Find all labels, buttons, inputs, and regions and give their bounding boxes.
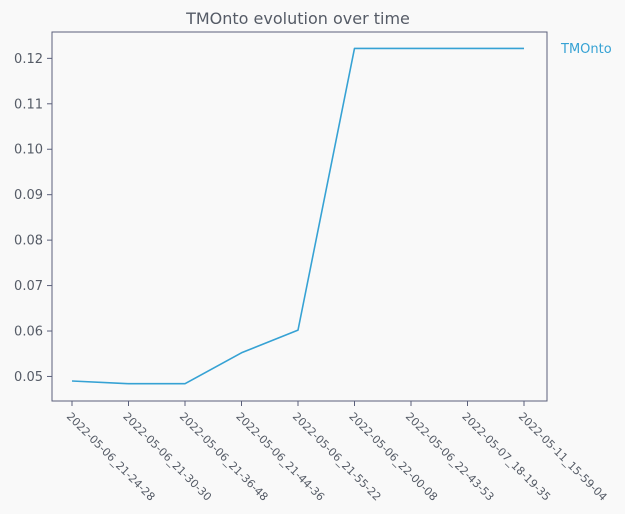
plot-area [51, 31, 548, 402]
series-line-tmonto [71, 47, 524, 385]
y-tick-label: 0.11 [14, 97, 43, 112]
y-tick-label: 0.09 [14, 188, 43, 203]
x-axis: 2022-05-06_21-24-282022-05-06_21-30-3020… [64, 401, 609, 504]
y-tick-label: 0.08 [14, 234, 43, 249]
y-axis: 0.05 0.06 0.07 0.08 0.09 0.10 0.11 0.12 [14, 52, 52, 385]
legend-label-tmonto: TMOnto [560, 42, 612, 57]
y-tick-label: 0.05 [14, 370, 43, 385]
y-tick-label: 0.06 [14, 325, 43, 340]
y-tick-label: 0.12 [14, 52, 43, 67]
y-tick-label: 0.10 [14, 143, 43, 158]
y-tick-label: 0.07 [14, 279, 43, 294]
chart-title: TMOnto evolution over time [185, 9, 410, 28]
series-layer [71, 47, 524, 385]
